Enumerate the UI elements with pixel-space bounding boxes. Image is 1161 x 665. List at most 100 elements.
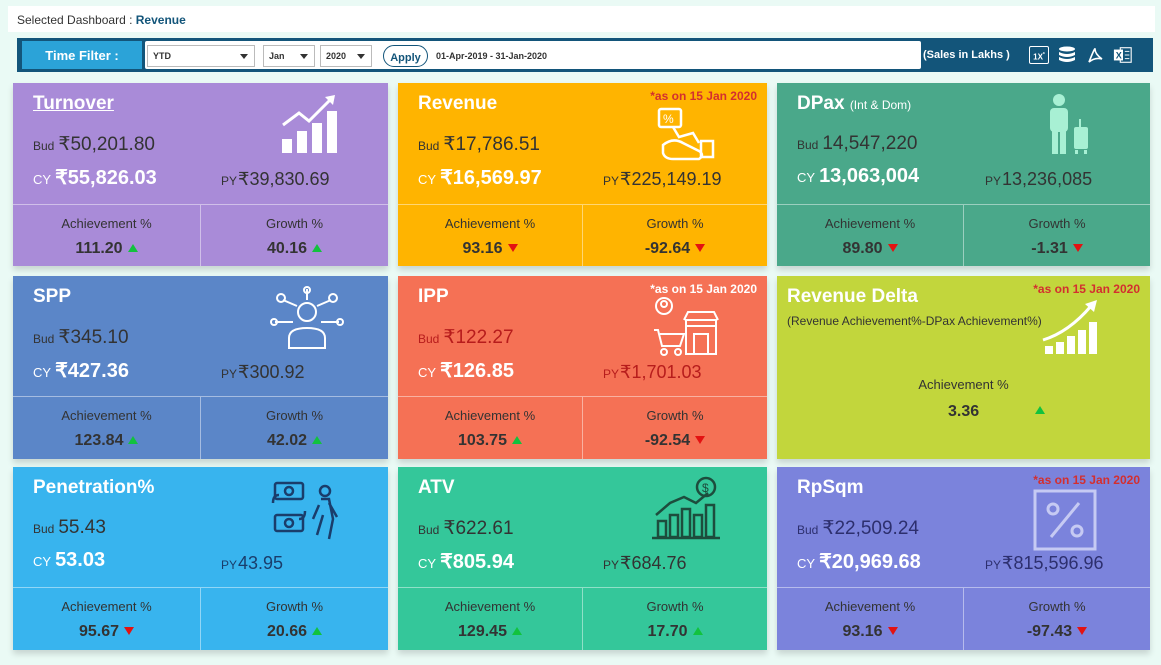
growth-value: 40.16 bbox=[266, 240, 308, 257]
previous-year-value: ₹225,149.19 bbox=[620, 169, 722, 189]
trend-down-icon bbox=[507, 244, 518, 252]
card-ipp[interactable]: IPP *as on 15 Jan 2020 Bud ₹122.27 CY ₹126… bbox=[398, 276, 767, 459]
trend-up-icon bbox=[312, 627, 323, 635]
growth-cell: Growth % 20.66 bbox=[200, 588, 388, 650]
previous-year-value: ₹1,701.03 bbox=[620, 362, 702, 382]
current-year-value: ₹55,826.03 bbox=[55, 167, 157, 189]
growth-value: -1.31 bbox=[1031, 240, 1068, 257]
card-title: SPP bbox=[33, 286, 72, 307]
svg-text:%: % bbox=[663, 112, 674, 126]
card-atv[interactable]: ATV $ Bud ₹622.61 CY ₹805.94 PY₹684.76 Ach… bbox=[398, 467, 767, 650]
achievement-value: 93.16 bbox=[842, 623, 883, 640]
card-revenue[interactable]: Revenue *as on 15 Jan 2020 % Bud ₹17,786.… bbox=[398, 83, 767, 266]
as-on-note: *as on 15 Jan 2020 bbox=[650, 89, 757, 103]
period-select[interactable]: YTD bbox=[147, 45, 255, 67]
card-rpsqm[interactable]: RpSqm *as on 15 Jan 2020 Bud ₹22,509.24 C… bbox=[777, 467, 1150, 650]
card-title: Revenue bbox=[418, 93, 498, 114]
budget-value: ₹622.61 bbox=[443, 518, 514, 539]
units-label: (Sales in Lakhs ) bbox=[923, 49, 1010, 61]
achievement-value: 103.75 bbox=[458, 432, 507, 449]
achievement-value: 89.80 bbox=[842, 240, 883, 257]
growth-cell: Growth % -97.43 bbox=[963, 588, 1150, 650]
year-select[interactable]: 2020 bbox=[320, 45, 372, 67]
budget-row: Bud ₹622.61 bbox=[418, 518, 514, 539]
card-turnover[interactable]: Turnover Bud ₹50,201.80 CY ₹55,826.03 PY₹3… bbox=[13, 83, 388, 266]
previous-year-row: PY13,236,085 bbox=[985, 169, 1093, 189]
trend-up-icon bbox=[511, 627, 522, 635]
trend-up-icon bbox=[1035, 406, 1045, 414]
previous-year-row: PY₹300.92 bbox=[221, 362, 305, 382]
budget-value: 14,547,220 bbox=[822, 133, 918, 154]
budget-value: 55.43 bbox=[58, 517, 106, 538]
growth-cell: Growth % 17.70 bbox=[582, 588, 767, 650]
current-year-value: 13,063,004 bbox=[819, 165, 920, 187]
traveler-luggage-icon bbox=[1050, 94, 1088, 154]
achievement-cell: Achievement % 95.67 bbox=[61, 599, 152, 640]
shopping-store-icon bbox=[654, 297, 719, 356]
card-title: Penetration% bbox=[33, 477, 155, 498]
achievement-value: 129.45 bbox=[458, 623, 507, 640]
card-penetration[interactable]: Penetration% Bud 55.43 CY 53.03 PY43.95 Ac… bbox=[13, 467, 388, 650]
month-select[interactable]: Jan bbox=[263, 45, 315, 67]
bar-chart-growth-icon bbox=[282, 95, 337, 153]
previous-year-row: PY₹684.76 bbox=[603, 553, 687, 573]
trend-up-icon bbox=[511, 436, 522, 444]
growth-value: 17.70 bbox=[647, 623, 688, 640]
current-year-value: ₹805.94 bbox=[440, 551, 514, 573]
previous-year-value: ₹815,596.96 bbox=[1002, 553, 1104, 573]
dashboard-header: Selected Dashboard : Revenue bbox=[8, 6, 1155, 32]
trend-up-icon bbox=[312, 244, 323, 252]
growth-cell: Growth % 42.02 bbox=[200, 397, 388, 459]
trend-up-icon bbox=[312, 436, 323, 444]
as-on-note: *as on 15 Jan 2020 bbox=[1033, 473, 1140, 487]
achievement-value: 123.84 bbox=[74, 432, 124, 449]
database-icon[interactable] bbox=[1057, 45, 1077, 65]
trend-up-icon bbox=[692, 627, 703, 635]
excel-icon[interactable]: X bbox=[1113, 45, 1133, 65]
trend-down-icon bbox=[695, 436, 706, 444]
budget-row: Bud ₹122.27 bbox=[418, 327, 514, 348]
budget-row: Bud ₹22,509.24 bbox=[797, 518, 919, 539]
current-year-value: ₹126.85 bbox=[440, 360, 514, 382]
achievement-value: 93.16 bbox=[462, 240, 503, 257]
trend-down-icon bbox=[887, 244, 898, 252]
achievement-value: 3.36 bbox=[948, 403, 980, 420]
multiplier-icon[interactable]: 1X* bbox=[1029, 45, 1049, 65]
budget-value: ₹50,201.80 bbox=[58, 134, 155, 155]
growth-cell: Growth % -1.31 bbox=[963, 205, 1150, 266]
discount-hand-icon: % bbox=[657, 107, 715, 161]
pdf-icon[interactable] bbox=[1085, 45, 1105, 65]
trend-down-icon bbox=[1072, 244, 1083, 252]
growth-value: 42.02 bbox=[266, 432, 308, 449]
card-revenue-delta[interactable]: Revenue Delta *as on 15 Jan 2020 (Revenu… bbox=[777, 276, 1150, 459]
trend-down-icon bbox=[695, 244, 706, 252]
current-year-row: CY ₹20,969.68 bbox=[797, 551, 921, 573]
dashboard-name: Revenue bbox=[135, 13, 186, 27]
budget-row: Bud ₹345.10 bbox=[33, 327, 129, 348]
budget-value: ₹22,509.24 bbox=[822, 518, 919, 539]
apply-button[interactable]: Apply bbox=[383, 45, 428, 67]
as-on-note: *as on 15 Jan 2020 bbox=[1033, 282, 1140, 296]
growth-arrow-icon bbox=[1042, 300, 1097, 354]
svg-text:X: X bbox=[1116, 51, 1122, 61]
previous-year-value: 43.95 bbox=[238, 553, 284, 573]
achievement-cell: Achievement % 93.16 bbox=[824, 599, 916, 640]
card-spp[interactable]: SPP Bud ₹345.10 CY ₹427.36 PY₹300.92 Achie… bbox=[13, 276, 388, 459]
person-network-icon bbox=[270, 286, 344, 349]
card-title: RpSqm bbox=[797, 477, 864, 498]
growth-value: 20.66 bbox=[266, 623, 308, 640]
current-year-value: ₹20,969.68 bbox=[819, 551, 921, 573]
achievement-value: 111.20 bbox=[75, 240, 123, 257]
achievement-cell: Achievement % 123.84 bbox=[61, 408, 152, 449]
selected-dashboard-label: Selected Dashboard : Revenue bbox=[17, 13, 186, 27]
trend-down-icon bbox=[887, 627, 898, 635]
achievement-label: Achievement % bbox=[918, 377, 1009, 392]
budget-value: ₹17,786.51 bbox=[443, 134, 540, 155]
achievement-cell: Achievement % 103.75 bbox=[444, 408, 536, 449]
trend-up-icon bbox=[128, 436, 139, 444]
current-year-row: CY 53.03 bbox=[33, 549, 106, 571]
current-year-row: CY ₹16,569.97 bbox=[418, 167, 542, 189]
growth-value: -92.64 bbox=[644, 240, 691, 257]
card-dpax[interactable]: DPax (Int & Dom) Bud 14,547,220 CY 13,063,… bbox=[777, 83, 1150, 266]
budget-value: ₹345.10 bbox=[58, 327, 129, 348]
